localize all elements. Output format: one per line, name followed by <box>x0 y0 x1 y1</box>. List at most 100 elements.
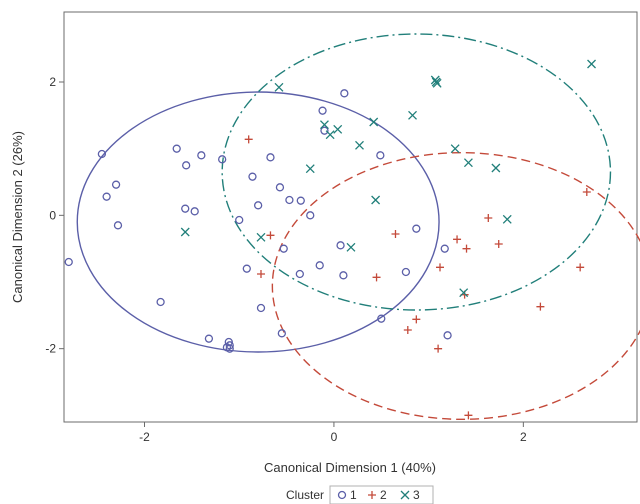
legend-box <box>329 485 434 504</box>
point-cluster-1 <box>256 303 266 313</box>
point-cluster-1 <box>336 241 345 250</box>
point-cluster-3 <box>346 242 356 252</box>
confidence-ellipses <box>76 33 640 420</box>
legend-label-2: 2 <box>380 488 387 502</box>
point-cluster-1 <box>401 267 411 277</box>
point-cluster-1 <box>318 106 327 115</box>
point-cluster-1 <box>440 244 449 253</box>
point-cluster-2 <box>484 214 493 222</box>
point-cluster-1 <box>172 144 181 153</box>
legend-label-3: 3 <box>413 488 420 502</box>
legend-item-3: 3 <box>400 488 420 502</box>
ellipse-cluster-2 <box>271 152 640 420</box>
legend-label-1: 1 <box>350 488 357 502</box>
legend-item-2: 2 <box>368 488 387 502</box>
point-cluster-2 <box>244 135 253 144</box>
x-tick-label: -2 <box>139 430 150 444</box>
point-cluster-3 <box>325 130 335 140</box>
point-cluster-2 <box>434 344 443 353</box>
point-cluster-1 <box>306 211 315 220</box>
point-cluster-1 <box>340 89 349 98</box>
point-cluster-1 <box>266 153 275 162</box>
x-tick-label: 2 <box>520 430 527 444</box>
point-cluster-3 <box>274 82 284 92</box>
point-cluster-1 <box>156 297 165 307</box>
point-cluster-1 <box>285 195 294 205</box>
point-cluster-1 <box>377 314 386 323</box>
y-tick-label: -2 <box>45 342 56 356</box>
x-tick-label: 0 <box>331 430 338 444</box>
point-cluster-3 <box>319 120 329 130</box>
legend-title: Cluster <box>286 488 324 502</box>
legend-marker-1 <box>337 490 347 500</box>
point-cluster-3 <box>408 110 417 120</box>
point-cluster-3 <box>587 59 596 69</box>
plot-frame <box>63 11 638 423</box>
point-cluster-3 <box>491 163 501 173</box>
point-cluster-1 <box>412 224 421 233</box>
point-cluster-1 <box>64 257 73 267</box>
point-cluster-1 <box>111 180 121 189</box>
ellipse-cluster-1 <box>76 91 440 353</box>
point-cluster-1 <box>315 261 324 270</box>
point-cluster-2 <box>576 263 585 272</box>
point-cluster-1 <box>275 183 285 192</box>
point-cluster-3 <box>450 144 460 154</box>
point-cluster-2 <box>403 326 412 334</box>
legend-marker-2 <box>368 491 376 499</box>
point-cluster-1 <box>248 172 257 181</box>
point-cluster-1 <box>181 204 190 213</box>
point-cluster-2 <box>372 273 381 282</box>
point-cluster-1 <box>376 151 385 160</box>
point-cluster-1 <box>254 201 263 210</box>
point-cluster-1 <box>225 341 234 350</box>
point-cluster-1 <box>218 155 227 164</box>
point-cluster-2 <box>464 411 473 420</box>
legend: Cluster 1 2 3 <box>286 485 434 504</box>
point-cluster-3 <box>305 164 315 174</box>
point-cluster-2 <box>436 263 445 272</box>
point-cluster-3 <box>459 288 469 298</box>
point-cluster-2 <box>494 240 503 248</box>
point-cluster-2 <box>256 270 265 278</box>
point-cluster-3 <box>180 227 190 237</box>
point-cluster-3 <box>355 140 364 150</box>
point-cluster-1 <box>339 271 348 280</box>
point-cluster-1 <box>113 221 123 230</box>
point-cluster-2 <box>453 235 462 244</box>
point-cluster-1 <box>279 244 288 253</box>
point-cluster-3 <box>333 124 343 134</box>
point-cluster-1 <box>277 329 286 338</box>
x-axis-title: Canonical Dimension 1 (40%) <box>264 460 436 475</box>
point-cluster-1 <box>242 264 251 273</box>
point-cluster-1 <box>235 215 244 225</box>
point-cluster-2 <box>412 315 421 324</box>
point-cluster-1 <box>102 192 111 201</box>
point-cluster-2 <box>391 230 400 238</box>
legend-marker-3 <box>400 490 410 500</box>
point-cluster-3 <box>463 158 473 168</box>
y-tick-label: 2 <box>49 75 56 89</box>
point-cluster-1 <box>224 337 233 347</box>
axis-ticks: -2 0 2 -2 0 2 <box>45 75 527 444</box>
point-cluster-1 <box>197 151 206 160</box>
point-cluster-3 <box>256 232 266 242</box>
y-axis-title: Canonical Dimension 2 (26%) <box>10 131 25 303</box>
point-cluster-1 <box>320 126 329 135</box>
legend-item-1: 1 <box>337 488 357 502</box>
ellipse-cluster-3 <box>221 33 612 311</box>
point-cluster-1 <box>295 269 304 279</box>
point-cluster-3 <box>432 78 442 88</box>
point-cluster-3 <box>502 214 512 224</box>
point-cluster-2 <box>462 244 471 253</box>
point-cluster-2 <box>582 188 591 196</box>
point-cluster-1 <box>443 331 452 340</box>
point-cluster-3 <box>369 117 379 127</box>
point-cluster-1 <box>182 161 191 170</box>
data-points <box>64 59 596 420</box>
point-cluster-3 <box>371 195 381 205</box>
point-cluster-1 <box>296 196 305 205</box>
point-cluster-2 <box>536 302 545 311</box>
point-cluster-1 <box>97 149 107 159</box>
